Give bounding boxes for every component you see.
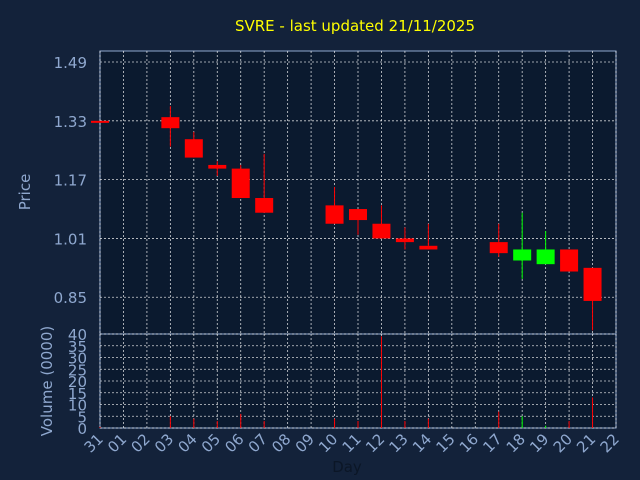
candle-body — [513, 249, 532, 261]
chart-title: SVRE - last updated 21/11/2025 — [235, 17, 475, 35]
price-tick-label: 1.33 — [54, 113, 87, 131]
x-tick-label: 20 — [550, 430, 576, 456]
volume-tick-label: 20 — [68, 373, 87, 391]
candle-body — [560, 249, 579, 272]
volume-tick-label: 0 — [77, 420, 87, 438]
x-tick-label: 07 — [245, 430, 271, 456]
price-tick-label: 1.01 — [54, 230, 87, 248]
x-tick-label: 17 — [479, 430, 505, 456]
x-tick-label: 21 — [573, 430, 599, 456]
candle-body — [255, 198, 274, 213]
price-tick-label: 1.17 — [54, 172, 87, 190]
candle-body — [349, 209, 367, 221]
x-tick-label: 04 — [174, 430, 200, 456]
volume-tick-label: 40 — [68, 326, 87, 344]
volume-tick-label: 35 — [68, 338, 87, 356]
volume-axis-label: Volume (0000) — [38, 326, 56, 436]
x-tick-label: 02 — [128, 430, 154, 456]
candle-body — [395, 238, 414, 243]
x-tick-label: 16 — [456, 430, 482, 456]
x-tick-label: 08 — [268, 430, 294, 456]
x-tick-label: 01 — [104, 430, 130, 456]
x-tick-label: 14 — [409, 430, 435, 456]
volume-tick-label: 25 — [68, 361, 87, 379]
x-tick-label: 06 — [221, 430, 247, 456]
x-tick-label: 03 — [151, 430, 177, 456]
price-panel: 1.49 1.33 1.17 1.01 0.85 — [54, 50, 617, 335]
x-tick-label: 18 — [503, 430, 529, 456]
price-tick-label: 1.49 — [54, 54, 87, 72]
x-tick-label: 09 — [292, 430, 318, 456]
x-tick-label: 05 — [198, 430, 224, 456]
candle-body — [208, 164, 227, 169]
x-tick-label: 19 — [526, 430, 552, 456]
volume-tick-label: 30 — [68, 350, 87, 368]
volume-tick-label: 5 — [77, 408, 87, 426]
candle-body — [325, 205, 344, 224]
x-tick-label: 13 — [386, 430, 412, 456]
candle-body — [161, 117, 180, 129]
candle-body — [583, 267, 602, 301]
candle-body — [489, 242, 508, 254]
volume-tick-label: 15 — [68, 385, 87, 403]
candle-body — [231, 168, 250, 199]
price-axis-label: Price — [16, 174, 34, 211]
volume-tick-label: 10 — [68, 397, 87, 415]
x-tick-labels: 3101020304050607080910111213141516171819… — [81, 430, 623, 456]
candle-body — [184, 139, 203, 158]
x-tick-label: 11 — [339, 430, 365, 456]
candle-body — [372, 223, 391, 239]
x-tick-label: 10 — [315, 430, 341, 456]
candle-body — [536, 249, 555, 265]
x-tick-label: 22 — [597, 430, 623, 456]
price-tick-label: 0.85 — [54, 289, 87, 307]
candle-body — [419, 245, 438, 250]
candle-body — [91, 120, 109, 123]
x-tick-label: 15 — [432, 430, 458, 456]
x-tick-label: 12 — [362, 430, 388, 456]
x-axis-label: Day — [332, 458, 362, 476]
